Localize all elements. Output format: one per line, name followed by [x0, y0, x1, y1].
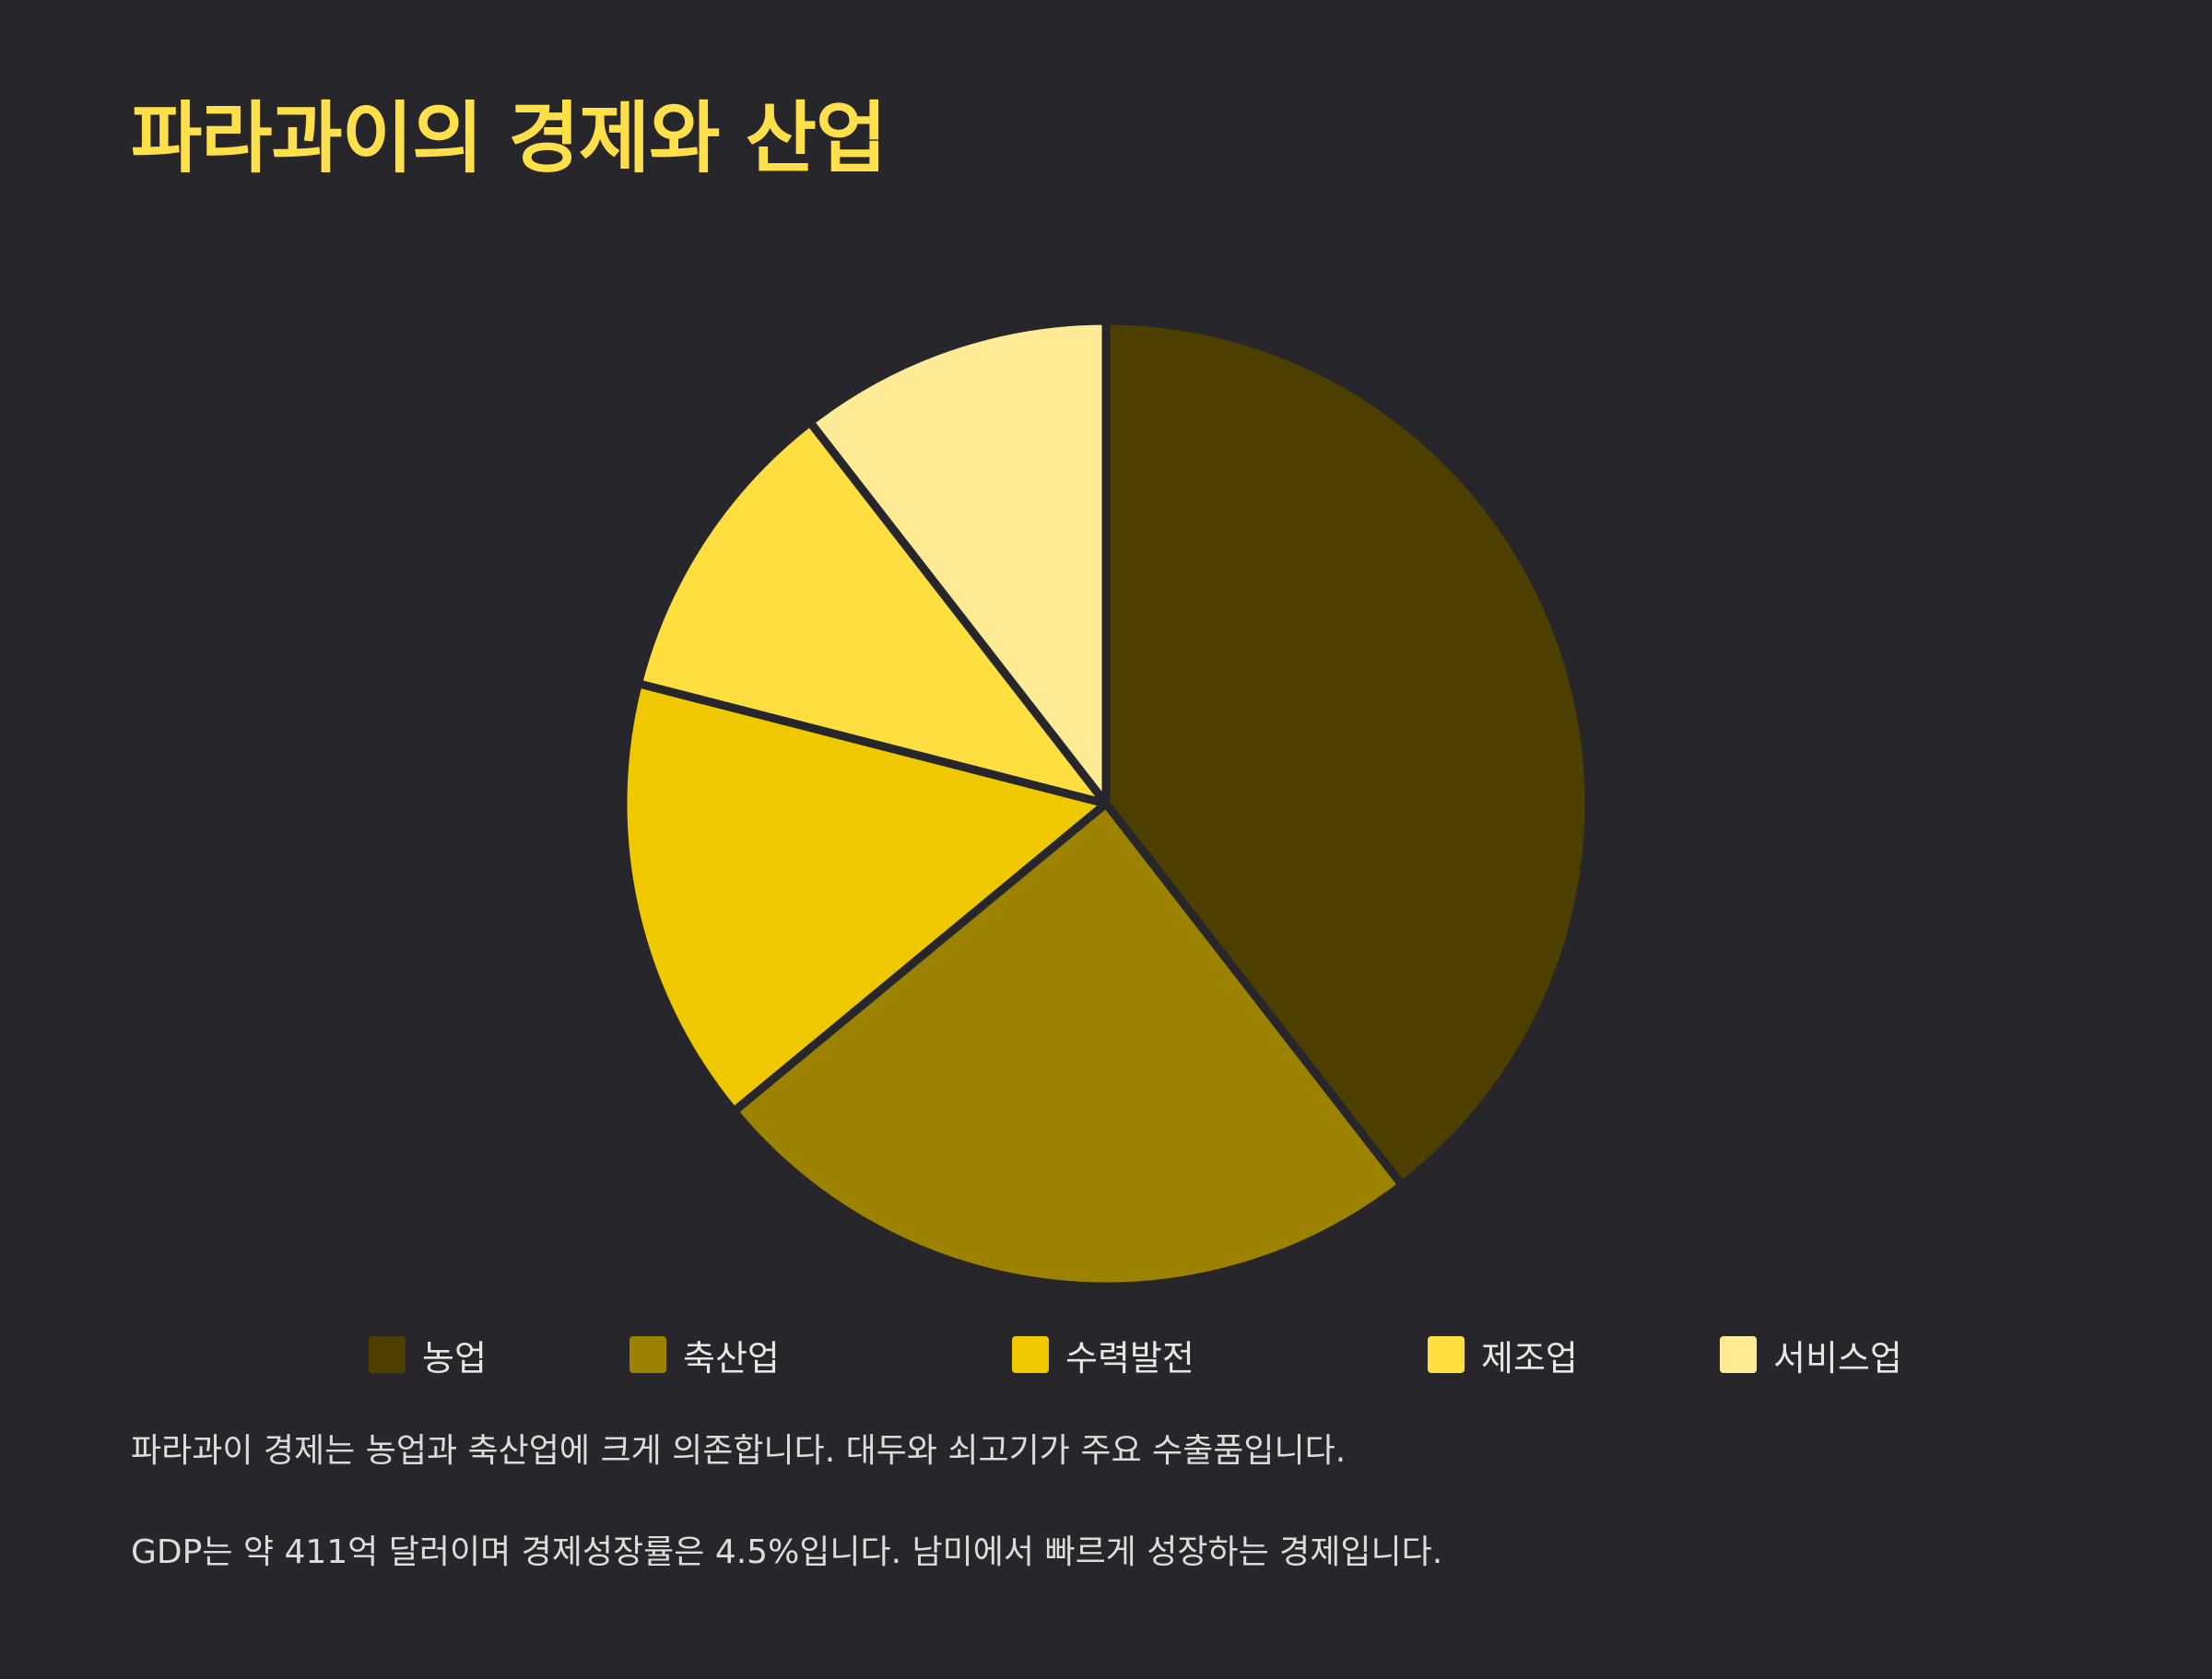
- pie-chart: [618, 316, 1594, 1291]
- legend-label-manufacturing: 제조업: [1481, 1337, 1578, 1379]
- description-economy: 파라과이 경제는 농업과 축산업에 크게 의존합니다. 대두와 쇠고기가 주요 …: [131, 1432, 1347, 1470]
- legend-label-services: 서비스업: [1773, 1337, 1902, 1379]
- legend-item-agriculture: 농업: [369, 1333, 487, 1379]
- legend-label-livestock: 축산업: [683, 1337, 780, 1379]
- pie-slice-agriculture: [1101, 316, 1594, 1190]
- legend-label-agriculture: 농업: [422, 1337, 487, 1379]
- legend-swatch-hydropower: [1012, 1336, 1049, 1373]
- legend-item-hydropower: 수력발전: [1012, 1333, 1194, 1379]
- page-title: 파라과이의 경제와 산업: [131, 93, 887, 183]
- legend-item-manufacturing: 제조업: [1428, 1333, 1578, 1379]
- pie-slice-livestock: [729, 799, 1406, 1291]
- legend-item-services: 서비스업: [1720, 1333, 1902, 1379]
- legend-label-hydropower: 수력발전: [1065, 1337, 1194, 1379]
- pie-slice-manufacturing: [633, 417, 1111, 808]
- description-gdp: GDP는 약 411억 달러이며 경제성장률은 4.5%입니다. 남미에서 빠르…: [131, 1533, 1443, 1571]
- legend-swatch-agriculture: [369, 1336, 406, 1373]
- legend-swatch-livestock: [629, 1336, 666, 1373]
- pie-slice-hydropower: [618, 679, 1111, 1116]
- legend-swatch-manufacturing: [1428, 1336, 1465, 1373]
- legend-swatch-services: [1720, 1336, 1757, 1373]
- legend-item-livestock: 축산업: [629, 1333, 780, 1379]
- pie-slice-services: [806, 316, 1111, 808]
